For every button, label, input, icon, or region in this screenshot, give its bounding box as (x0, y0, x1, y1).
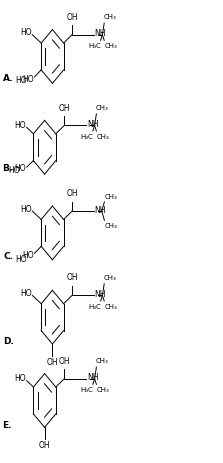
Text: CH₃: CH₃ (96, 358, 108, 364)
Text: OH: OH (58, 104, 70, 113)
Text: OH: OH (66, 189, 78, 198)
Text: NH: NH (95, 206, 106, 215)
Text: C.: C. (3, 252, 13, 261)
Text: CH₃: CH₃ (97, 134, 109, 140)
Text: A.: A. (3, 74, 14, 83)
Text: HO: HO (8, 166, 19, 175)
Text: OH: OH (66, 274, 78, 282)
Text: OH: OH (58, 357, 70, 366)
Text: E.: E. (2, 421, 12, 430)
Text: CH₃: CH₃ (105, 304, 117, 310)
Text: HO: HO (15, 76, 27, 85)
Text: CH₃: CH₃ (103, 275, 116, 281)
Text: HO: HO (15, 374, 26, 383)
Text: HO: HO (20, 289, 32, 298)
Text: OH: OH (66, 13, 78, 22)
Text: NH: NH (87, 373, 98, 382)
Text: NH: NH (87, 120, 98, 129)
Text: HO: HO (23, 75, 34, 84)
Text: CH₃: CH₃ (105, 223, 118, 229)
Text: HO: HO (20, 28, 32, 38)
Text: HO: HO (20, 205, 32, 214)
Text: CH₃: CH₃ (103, 14, 116, 20)
Text: NH: NH (95, 29, 106, 38)
Text: H₃C: H₃C (81, 134, 93, 140)
Text: CH₃: CH₃ (105, 43, 117, 49)
Text: H₃C: H₃C (81, 387, 93, 393)
Text: H₃C: H₃C (89, 43, 101, 49)
Text: H₃C: H₃C (89, 304, 101, 310)
Text: HO: HO (15, 255, 27, 263)
Text: HO: HO (15, 164, 26, 174)
Text: B.: B. (2, 164, 12, 173)
Text: D.: D. (3, 337, 14, 346)
Text: HO: HO (15, 121, 26, 130)
Text: HO: HO (23, 251, 34, 260)
Text: OH: OH (39, 441, 50, 450)
Text: CH₃: CH₃ (96, 105, 108, 111)
Text: CH₃: CH₃ (97, 387, 109, 393)
Text: CH₃: CH₃ (105, 194, 118, 200)
Text: OH: OH (47, 358, 58, 367)
Text: NH: NH (95, 290, 106, 299)
